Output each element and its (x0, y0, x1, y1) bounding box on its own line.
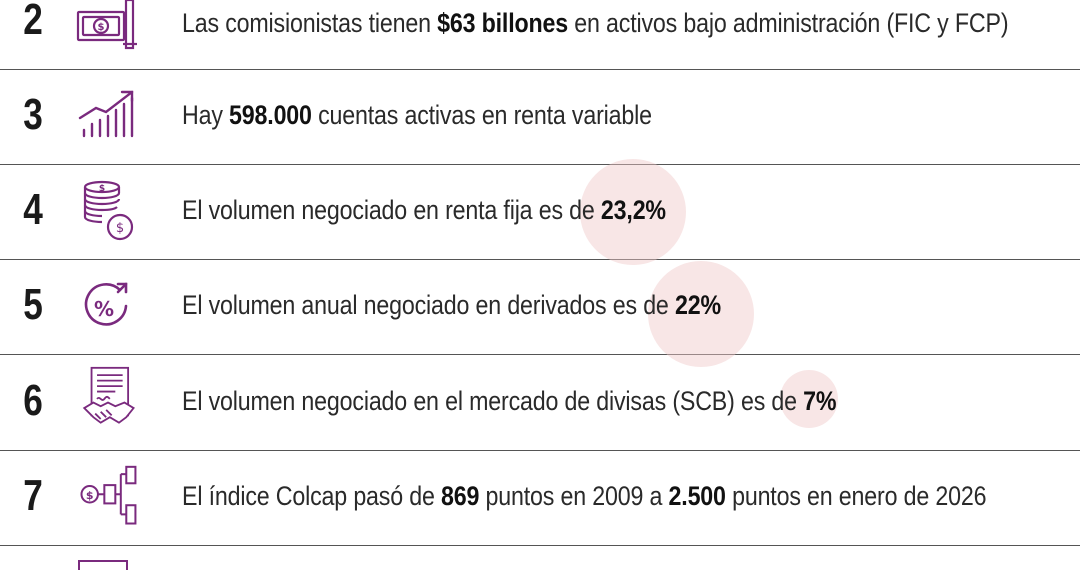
handshake-contract-icon (74, 366, 142, 430)
highlight-bubble (780, 370, 838, 428)
highlight-bubble (648, 261, 754, 367)
svg-text:%: % (94, 297, 114, 321)
item-number: 4 (23, 185, 43, 234)
list-item: 5 % El volumen anual negociado en deriva… (0, 260, 1080, 367)
item-number: 2 (23, 0, 43, 44)
item-number: 6 (23, 376, 43, 425)
item-text: Hay 598.000 cuentas activas en renta var… (182, 100, 652, 130)
percent-circle-icon: % (74, 276, 142, 340)
growth-chart-icon (74, 86, 142, 150)
svg-text:$: $ (99, 184, 105, 194)
item-text: El volumen negociado en el mercado de di… (182, 386, 837, 416)
list-item: 3 Hay 598.000 cuentas activas en renta v… (0, 70, 1080, 165)
item-number: 7 (23, 471, 43, 520)
list-item: 2 $ Las comisionistas tienen $63 billone… (0, 0, 1080, 70)
money-bill-icon: $ (74, 0, 142, 60)
item-text: El volumen negociado en renta fija es de… (182, 195, 666, 225)
highlight-bubble (580, 159, 686, 265)
item-text: El índice Colcap pasó de 869 puntos en 2… (182, 481, 987, 511)
list-item: 4 $ $ El volumen negociado en renta fija… (0, 159, 1080, 265)
svg-text:$: $ (86, 489, 94, 502)
item-text: El volumen anual negociado en derivados … (182, 290, 721, 320)
svg-text:$: $ (116, 221, 124, 236)
next-item-icon-partial (78, 560, 128, 570)
money-flow-diagram-icon: $ (74, 465, 142, 529)
list-item: 6 El volumen negociado en el mercado de … (0, 356, 1080, 451)
svg-text:$: $ (98, 22, 105, 33)
coin-stack-icon: $ $ (74, 179, 142, 243)
item-text: Las comisionistas tienen $63 billones en… (182, 8, 1009, 38)
list-item: 7 $ El índice Colcap pasó de 869 puntos … (0, 451, 1080, 546)
item-number: 5 (23, 280, 43, 329)
item-number: 3 (23, 90, 43, 139)
